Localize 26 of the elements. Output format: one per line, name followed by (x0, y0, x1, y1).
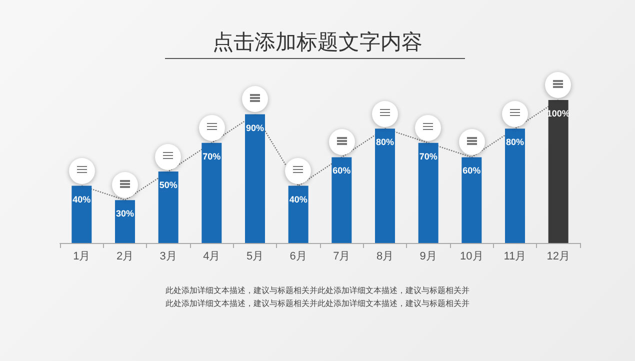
x-tick-label: 5月 (246, 250, 264, 262)
data-label: 40% (289, 194, 308, 204)
chart-title: 点击添加标题文字内容 (212, 29, 424, 56)
data-label: 60% (332, 166, 351, 176)
data-label: 80% (376, 137, 394, 148)
text: 此处添加详细文本描述，建议与标题相关并此处添加详细文本描述，建议与标题相关并 (164, 298, 470, 310)
x-tick-label: 12月 (546, 250, 570, 262)
data-label: 50% (159, 180, 178, 190)
x-tick-label: 9月 (420, 250, 437, 262)
x-tick-label: 11月 (504, 250, 526, 262)
x-tick-label: 3月 (160, 250, 177, 262)
text: 此处添加详细文本描述，建议与标题相关并此处添加详细文本描述，建议与标题相关并 (164, 285, 470, 297)
x-tick-label: 2月 (116, 250, 134, 262)
x-tick-label: 10月 (460, 250, 484, 262)
data-label: 90% (246, 122, 264, 133)
x-tick-label: 1月 (73, 250, 90, 262)
data-label: 60% (462, 166, 481, 176)
data-label: 70% (202, 151, 221, 162)
data-label: 30% (116, 208, 134, 219)
data-label: 40% (72, 194, 91, 204)
x-tick-label: 4月 (203, 250, 220, 262)
data-label: 70% (419, 151, 438, 162)
x-tick-label: 7月 (333, 250, 350, 262)
x-tick-label: 6月 (290, 250, 307, 262)
data-label: 80% (506, 137, 524, 148)
x-tick-label: 8月 (376, 250, 394, 262)
